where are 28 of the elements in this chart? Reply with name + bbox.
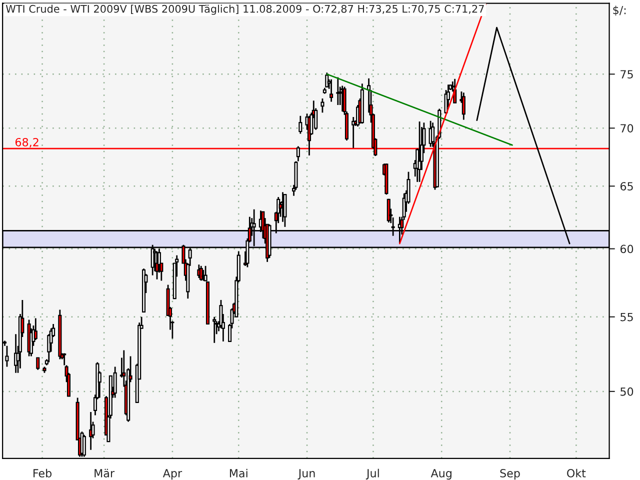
y-tick-label: 75 [620,70,633,79]
chart-title: WTI Crude - WTI 2009V [WBS 2009U Täglich] 11.08.2009 - O:72,87 H:73,25 L:70,75 C:71,27 [6,4,484,15]
candlestick [283,194,287,228]
candlestick [5,345,9,368]
x-tick-label: Mai [230,468,248,478]
candlestick [36,357,40,371]
x-tick-label: Jul [366,468,379,480]
y-tick-label: 50 [620,387,634,396]
candlestick [212,316,216,344]
x-tick-label: Sep [500,469,520,480]
candlestick [386,198,390,224]
candlestick [298,115,302,134]
x-tick-label: Aug [430,469,452,480]
candlestick [462,92,466,120]
x-tick-label: Jun [298,469,315,480]
x-tick-label: Mär [94,468,115,478]
y-tick-label: 65 [620,182,633,191]
x-tick-label: Okt [567,468,586,478]
ref-line-label: 68,2 [15,138,38,148]
x-tick-label: Apr [162,469,182,480]
y-tick-label: 60 [620,244,634,254]
candlestick [320,98,324,114]
y-tick-label: 70 [620,124,634,133]
x-tick-label: Feb [34,468,52,478]
y-axis-title: $/: [613,6,626,16]
candlestick [330,78,334,102]
y-tick-label: 55 [620,312,633,322]
candlestick [418,120,422,183]
